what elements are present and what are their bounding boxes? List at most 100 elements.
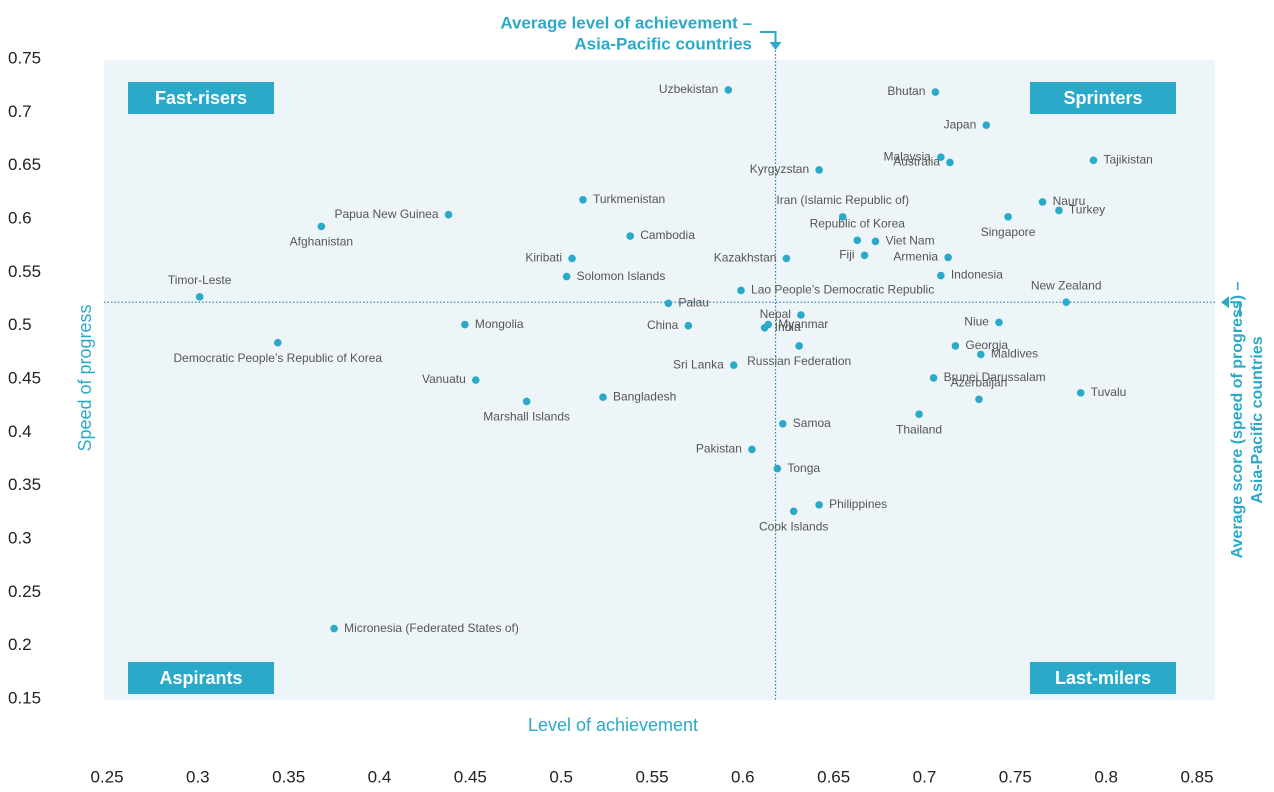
y-tick-label: 0.75 [8,48,41,67]
y-tick-label: 0.25 [8,582,41,601]
point [317,222,326,231]
point [724,86,733,94]
point [838,213,847,221]
point-label: Timor-Leste [168,273,232,287]
x-tick-label: 0.35 [272,767,305,786]
point-label: Australia [893,155,940,169]
x-tick-label: 0.85 [1180,767,1213,786]
plot-background [104,60,1215,700]
point [853,236,862,245]
point-label: Democratic People’s Republic of Korea [173,351,382,365]
y-tick-label: 0.7 [8,102,32,121]
point [931,88,940,96]
y-tick-label: 0.55 [8,262,41,281]
y-axis-title: Speed of progress [75,304,95,451]
x-tick-label: 0.5 [549,767,573,786]
point-label: Papua New Guinea [334,207,438,221]
quadrant-box [128,82,274,114]
x-axis-title: Level of achievement [528,715,698,735]
x-tick-label: 0.25 [90,767,123,786]
point-label: Nepal [760,307,791,321]
point-label: Fiji [839,247,854,261]
point-label: India [775,320,801,334]
y-tick-label: 0.65 [8,155,41,174]
point-label: Tajikistan [1103,153,1152,167]
point [815,501,823,509]
point [626,232,634,240]
point-label: Tuvalu [1091,385,1127,399]
x-tick-label: 0.8 [1094,767,1118,786]
point [871,237,880,246]
point [797,311,805,319]
y-tick-label: 0.45 [8,368,41,387]
point [951,342,960,350]
point [1038,198,1047,206]
point [1062,298,1070,307]
point-label: Vanuatu [422,372,466,386]
x-tick-label: 0.65 [817,767,850,786]
average-x-label: Average level of achievement – [500,13,752,32]
point-label: Philippines [829,497,887,511]
point-label: Lao People’s Democratic Republic [751,283,934,297]
x-tick-label: 0.7 [913,767,937,786]
average-y-label: Asia-Pacific countries [1249,336,1266,503]
point [1004,213,1012,221]
point [273,338,282,347]
point [461,320,469,329]
point-label: Bangladesh [613,389,676,403]
arrow-head [1221,296,1229,309]
y-tick-label: 0.4 [8,422,32,441]
y-tick-label: 0.6 [8,208,32,227]
point-label: New Zealand [1031,278,1102,292]
point-label: Maldives [991,347,1038,361]
point-label: Singapore [981,225,1036,239]
point-label: Kiribati [525,251,562,265]
point [929,374,938,382]
point-label: Uzbekistan [659,82,718,96]
point [522,397,531,406]
point [1055,206,1063,215]
point [915,410,923,419]
point [782,254,791,263]
point-label: Niue [964,315,989,329]
quadrant-label: Last-milers [1055,668,1151,688]
point-label: Turkey [1069,203,1105,217]
point [562,272,571,281]
x-tick-label: 0.4 [368,767,392,786]
point-label: Brunei Darussalam [944,370,1046,384]
y-tick-label: 0.2 [8,635,32,654]
point [471,376,480,384]
quadrant-box [1030,82,1176,114]
point-label: Malaysia [883,149,931,163]
x-tick-label: 0.6 [731,767,755,786]
point [779,420,787,428]
quadrant-box [128,662,274,694]
arrow [1230,301,1241,317]
point [944,253,952,262]
y-tick-label: 0.3 [8,528,32,547]
point-label: Republic of Korea [810,217,906,231]
point-label: Micronesia (Federated States of) [344,621,519,635]
point [1076,389,1085,397]
point-label: Cambodia [640,228,695,242]
point [815,166,823,174]
point [599,393,607,401]
point [995,318,1003,327]
point [684,321,693,330]
point [982,121,991,129]
x-tick-label: 0.55 [635,767,668,786]
point-label: Turkmenistan [593,192,665,206]
quadrant-label: Fast-risers [155,88,247,108]
x-tick-label: 0.45 [454,767,487,786]
y-tick-label: 0.5 [8,315,32,334]
point [568,254,576,263]
quadrant-label: Aspirants [159,668,242,688]
arrow-head [769,42,782,50]
average-x-label: Asia-Pacific countries [574,34,752,53]
point-label: Sri Lanka [673,357,724,371]
point-label: Kyrgyzstan [750,162,809,176]
point-label: Palau [678,295,709,309]
point [937,271,945,280]
point-label: Tonga [787,461,820,475]
